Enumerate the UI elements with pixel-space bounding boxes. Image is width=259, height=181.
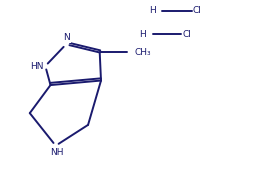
Text: Cl: Cl xyxy=(193,6,202,15)
Text: CH₃: CH₃ xyxy=(134,48,151,57)
Text: H: H xyxy=(149,6,155,15)
Text: H: H xyxy=(140,30,146,39)
Text: NH: NH xyxy=(50,148,64,157)
Text: HN: HN xyxy=(30,62,43,71)
Text: Cl: Cl xyxy=(183,30,191,39)
Text: N: N xyxy=(63,33,69,42)
